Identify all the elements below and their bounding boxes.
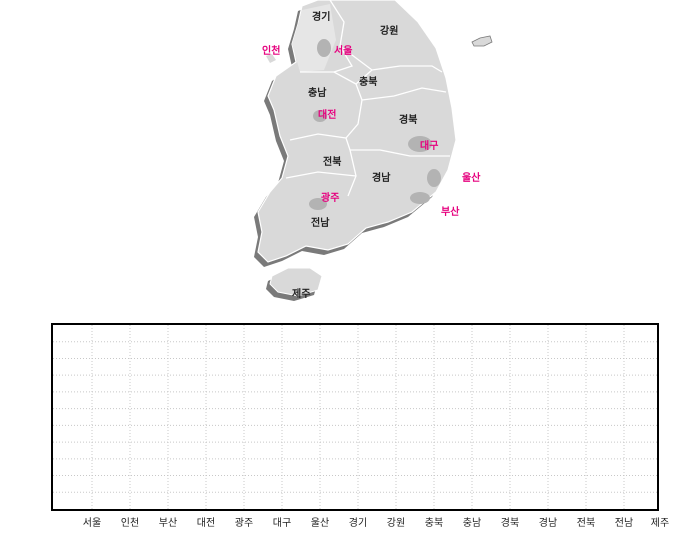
ulleungdo-island bbox=[471, 35, 493, 47]
x-tick-label: 충북 bbox=[424, 518, 444, 529]
label-jeonbuk[interactable]: 전북 bbox=[323, 157, 342, 168]
label-daejeon[interactable]: 대전 bbox=[318, 110, 337, 121]
x-tick-label: 전북 bbox=[576, 518, 596, 529]
mainland bbox=[257, 0, 457, 263]
label-gwangju[interactable]: 광주 bbox=[321, 193, 340, 204]
label-gyeongnam[interactable]: 경남 bbox=[372, 173, 391, 184]
label-gyeonggi[interactable]: 경기 bbox=[312, 12, 331, 23]
x-tick-label: 제주 bbox=[650, 518, 670, 529]
label-seoul[interactable]: 서울 bbox=[334, 46, 353, 57]
x-tick-label: 충남 bbox=[462, 518, 482, 529]
x-tick-label: 대구 bbox=[272, 518, 292, 529]
x-tick-label: 인천 bbox=[120, 518, 140, 529]
label-incheon[interactable]: 인천 bbox=[262, 46, 281, 57]
x-tick-label: 전남 bbox=[614, 518, 634, 529]
x-tick-label: 강원 bbox=[386, 518, 406, 529]
label-gangwon[interactable]: 강원 bbox=[380, 26, 399, 37]
x-tick-label: 부산 bbox=[158, 518, 178, 529]
west-islet bbox=[266, 54, 276, 63]
label-ulsan[interactable]: 울산 bbox=[462, 173, 481, 184]
label-jeonnam[interactable]: 전남 bbox=[311, 218, 330, 229]
x-tick-label: 경기 bbox=[348, 518, 368, 529]
label-chungbuk[interactable]: 충북 bbox=[359, 77, 378, 88]
chart-frame bbox=[51, 323, 659, 511]
label-busan[interactable]: 부산 bbox=[441, 207, 460, 218]
jeju-island bbox=[269, 267, 323, 297]
label-daegu[interactable]: 대구 bbox=[420, 141, 439, 152]
chart-grid bbox=[53, 325, 657, 509]
map-graphic bbox=[254, 0, 493, 301]
x-tick-label: 울산 bbox=[310, 518, 330, 529]
korea-region-map: 경기 강원 인천 서울 충북 충남 대전 경북 대구 전북 경남 울산 광주 부… bbox=[254, 0, 493, 301]
x-tick-label: 광주 bbox=[234, 518, 254, 529]
label-gyeongbuk[interactable]: 경북 bbox=[399, 115, 418, 126]
x-tick-label: 경북 bbox=[500, 518, 520, 529]
metro-areas bbox=[309, 39, 441, 210]
x-tick-label: 대전 bbox=[196, 518, 216, 529]
x-tick-label: 경남 bbox=[538, 518, 558, 529]
x-tick-label: 서울 bbox=[82, 518, 102, 529]
label-jeju[interactable]: 제주 bbox=[292, 289, 311, 300]
x-axis-labels: 서울 인천 부산 대전 광주 대구 울산 경기 강원 충북 충남 경북 경남 전북 전남 제주 bbox=[0, 515, 680, 533]
label-chungnam[interactable]: 충남 bbox=[308, 88, 327, 99]
